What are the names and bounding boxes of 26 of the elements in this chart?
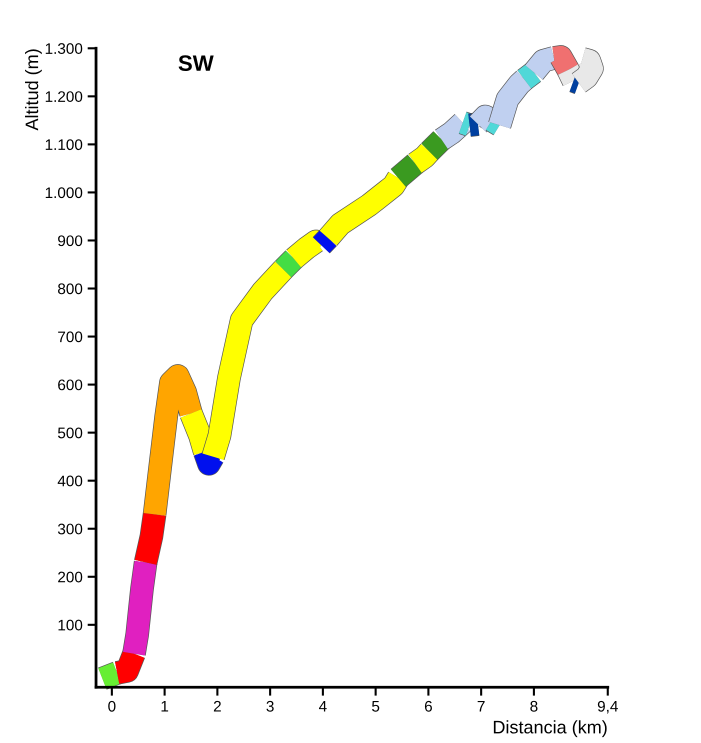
x-tick-label: 4 xyxy=(318,701,327,712)
y-tick-label: 1.300 xyxy=(46,43,82,54)
x-tick-label: 2 xyxy=(214,700,221,712)
x-tick-label: 9,4 xyxy=(598,700,618,714)
y-tick-label: 1.200 xyxy=(46,91,82,102)
annotation: SW xyxy=(178,55,214,72)
y-tick-label: 900 xyxy=(58,235,82,246)
y-tick-label: 100 xyxy=(58,620,82,631)
x-tick-label: 1 xyxy=(162,701,168,712)
x-tick-label: 8 xyxy=(530,700,538,712)
x-tick-label: 3 xyxy=(266,700,274,712)
y-tick-label: 700 xyxy=(58,331,82,342)
x-tick-label: 5 xyxy=(372,701,380,712)
y-axis-title: Altitud (m) xyxy=(25,49,42,131)
y-tick-label: 400 xyxy=(58,476,82,486)
x-axis-title: Distancia (km) xyxy=(494,720,607,738)
x-tick-label: 0 xyxy=(108,700,116,712)
y-tick-label: 200 xyxy=(58,572,82,582)
y-tick-label: 500 xyxy=(58,428,82,438)
y-tick-label: 1.100 xyxy=(46,139,82,150)
y-tick-label: 1.000 xyxy=(46,187,82,198)
y-tick-label: 300 xyxy=(58,524,82,534)
y-tick-label: 800 xyxy=(58,283,82,294)
x-tick-label: 7 xyxy=(478,701,485,712)
y-tick-label: 600 xyxy=(58,379,82,390)
x-tick-label: 6 xyxy=(424,700,432,712)
